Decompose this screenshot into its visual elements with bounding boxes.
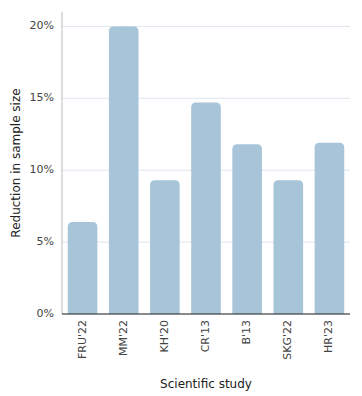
grid <box>62 26 350 314</box>
bar <box>232 144 262 314</box>
bar <box>273 180 303 314</box>
bars <box>68 26 344 314</box>
x-tick-label: FRU'22 <box>76 320 89 359</box>
x-tick-label: MM'22 <box>117 320 130 356</box>
x-tick-label: CR'13 <box>199 320 212 352</box>
y-tick-label: 20% <box>30 19 54 32</box>
x-tick-label: B'13 <box>240 320 253 345</box>
y-tick-label: 10% <box>30 163 54 176</box>
x-tick-label: KH'20 <box>158 320 171 353</box>
x-axis-label: Scientific study <box>160 377 252 391</box>
grid-line <box>62 98 350 99</box>
y-tick-label: 15% <box>30 91 54 104</box>
grid-line <box>62 314 350 315</box>
y-axis-label: Reduction in sample size <box>9 88 23 237</box>
bar <box>150 180 180 314</box>
x-tick-label: SKG'22 <box>281 320 294 360</box>
y-tick-label: 0% <box>37 307 54 320</box>
chart-container: 0% 5% 10% 15% 20% FRU'22 MM'22 KH'20 CR'13 B'13 SK… <box>0 0 362 396</box>
bar <box>68 222 98 314</box>
x-axis-line <box>62 314 350 315</box>
y-tick-label: 5% <box>37 235 54 248</box>
bar <box>191 103 221 314</box>
chart-svg: 0% 5% 10% 15% 20% FRU'22 MM'22 KH'20 CR'13 B'13 SK… <box>0 0 362 396</box>
grid-line <box>62 26 350 27</box>
bar <box>109 26 139 314</box>
y-axis-line <box>62 12 63 314</box>
x-tick-label: HR'23 <box>322 320 335 353</box>
bar <box>315 143 345 314</box>
